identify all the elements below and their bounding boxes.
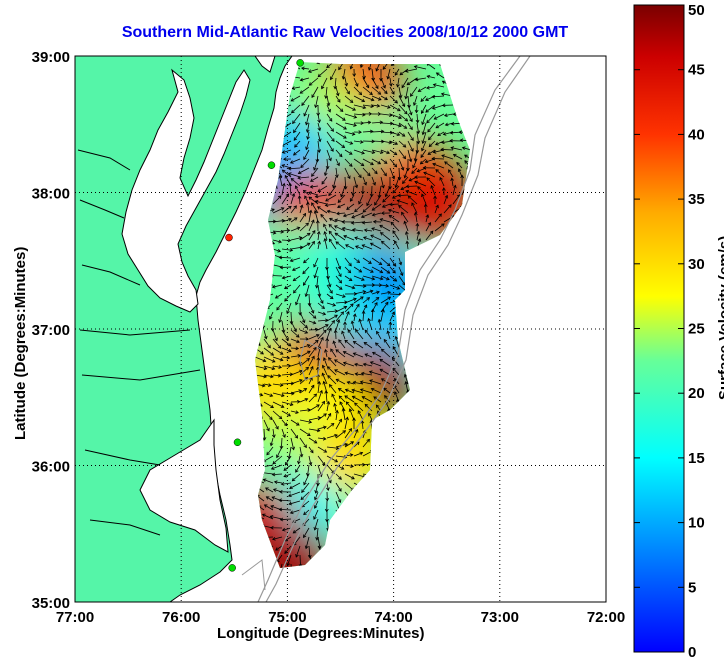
colorbar-tick-label: 0 xyxy=(688,644,696,659)
colorbar-tick-label: 5 xyxy=(688,579,696,596)
y-tick-label: 37:00 xyxy=(32,322,70,339)
colorbar-tick-label: 15 xyxy=(688,450,705,467)
y-tick-label: 36:00 xyxy=(32,459,70,476)
velocity-region xyxy=(255,343,307,424)
radar-station xyxy=(225,233,233,242)
y-tick-label: 38:00 xyxy=(32,186,70,203)
x-axis-label: Longitude (Degrees:Minutes) xyxy=(217,625,425,642)
colorbar-tick-label: 10 xyxy=(688,515,705,532)
y-tick-label: 35:00 xyxy=(32,595,70,612)
x-tick-label: 74:00 xyxy=(374,609,412,626)
y-tick-label: 39:00 xyxy=(32,49,70,66)
colorbar-tick-label: 35 xyxy=(688,191,705,208)
chart-title: Southern Mid-Atlantic Raw Velocities 200… xyxy=(121,24,569,41)
colorbar-tick-label: 25 xyxy=(688,321,705,338)
velocity-region xyxy=(255,521,333,568)
colorbar-tick-label: 50 xyxy=(688,2,705,19)
colorbar-tick-label: 20 xyxy=(688,385,705,402)
colorbar-tick-label: 45 xyxy=(688,62,705,79)
y-axis-label: Latitude (Degrees:Minutes) xyxy=(12,246,29,440)
isobath-contour xyxy=(257,56,521,602)
colorbar-label: Surface Velocity (cm/s) xyxy=(716,235,724,400)
radar-station xyxy=(233,438,242,447)
colorbar xyxy=(633,4,685,653)
colorbar-tick-label: 40 xyxy=(688,126,705,143)
radar-station xyxy=(267,161,276,169)
radar-station xyxy=(228,564,236,572)
x-tick-label: 72:00 xyxy=(587,609,625,626)
x-tick-label: 75:00 xyxy=(268,609,306,626)
x-tick-label: 76:00 xyxy=(162,609,200,626)
plot-frame xyxy=(74,55,607,603)
x-tick-label: 73:00 xyxy=(481,609,519,626)
radar-station xyxy=(296,59,304,67)
x-tick-label: 77:00 xyxy=(56,609,94,626)
colorbar-tick-label: 30 xyxy=(688,256,705,273)
